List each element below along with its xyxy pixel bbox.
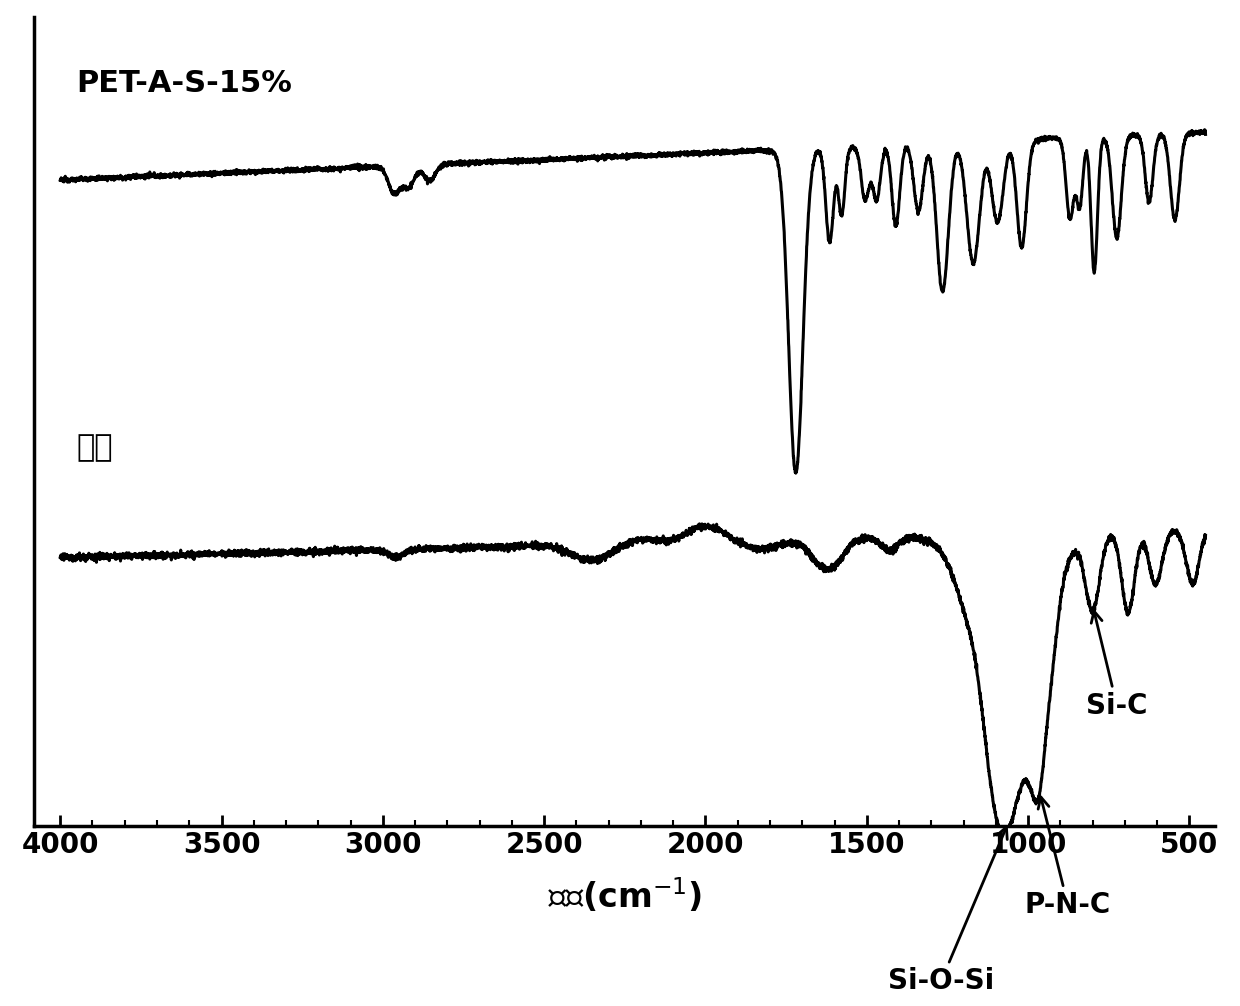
Text: 残炭: 残炭 <box>77 433 113 462</box>
Text: Si-O-Si: Si-O-Si <box>888 827 1007 996</box>
X-axis label: 波数(cm$^{-1}$): 波数(cm$^{-1}$) <box>548 876 702 914</box>
Text: P-N-C: P-N-C <box>1025 797 1111 919</box>
Text: Si-C: Si-C <box>1086 611 1148 719</box>
Text: PET-A-S-15%: PET-A-S-15% <box>77 68 293 98</box>
